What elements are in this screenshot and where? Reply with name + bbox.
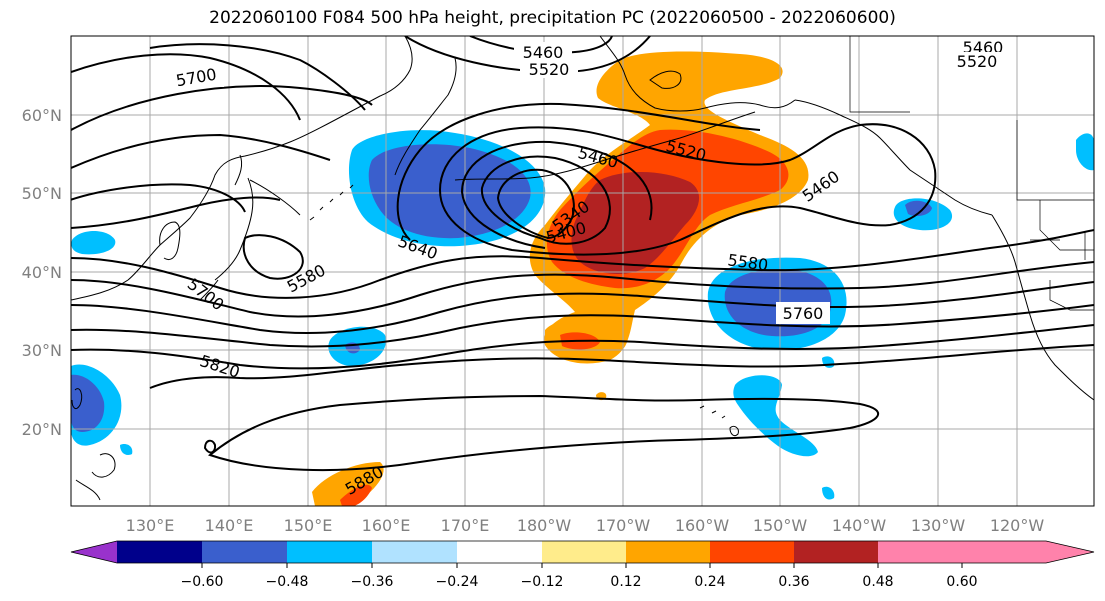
colorbar-tick-label: 0.48 <box>862 574 893 590</box>
lat-label-40n: 40°N <box>22 263 62 282</box>
lon-label: 130°E <box>126 516 175 535</box>
lon-label: 130°W <box>911 516 966 535</box>
lat-label-50n: 50°N <box>22 184 62 203</box>
lon-label: 180°W <box>517 516 572 535</box>
lon-label: 150°E <box>284 516 333 535</box>
contour-label: 5460 <box>523 43 564 62</box>
height-contours <box>71 36 1094 472</box>
colorbar-segment <box>794 541 878 563</box>
colorbar-segment <box>202 541 287 563</box>
lon-label: 150°W <box>753 516 808 535</box>
colorbar-segment <box>117 541 202 563</box>
lon-label: 170°E <box>441 516 490 535</box>
colorbar-segment <box>287 541 372 563</box>
latitude-labels: 60°N 50°N 40°N 30°N 20°N <box>22 106 62 439</box>
lon-label: 140°E <box>205 516 254 535</box>
colorbar-segment <box>457 541 542 563</box>
colorbar: −0.60 −0.48 −0.36 −0.24 −0.12 0.12 0.24 … <box>70 540 1095 590</box>
map-title: 2022060100 F084 500 hPa height, precipit… <box>209 8 896 28</box>
lat-label-30n: 30°N <box>22 341 62 360</box>
positive-precip-anomalies <box>312 51 809 506</box>
coastlines <box>71 36 1094 501</box>
colorbar-segment <box>372 541 457 563</box>
colorbar-segment <box>878 541 962 563</box>
colorbar-tick-label: −0.48 <box>266 574 309 590</box>
plot-frame <box>70 35 1095 507</box>
colorbar-tick-label: 0.36 <box>778 574 809 590</box>
colorbar-tick-label: −0.36 <box>351 574 394 590</box>
contour-label: 5760 <box>783 304 824 323</box>
lon-label: 120°W <box>990 516 1045 535</box>
colorbar-tick-label: 0.12 <box>610 574 641 590</box>
lon-label: 170°W <box>596 516 651 535</box>
colorbar-tick-label: −0.24 <box>436 574 479 590</box>
graticule <box>71 36 1094 506</box>
colorbar-segment <box>542 541 626 563</box>
colorbar-tick-label: −0.60 <box>181 574 224 590</box>
colorbar-underflow-triangle <box>71 541 117 563</box>
lon-label: 160°E <box>362 516 411 535</box>
lat-label-20n: 20°N <box>22 420 62 439</box>
contour-label: 5520 <box>529 60 570 79</box>
colorbar-segment <box>626 541 710 563</box>
colorbar-tick-label: 0.60 <box>946 574 977 590</box>
colorbar-tick-label: −0.12 <box>521 574 564 590</box>
contour-label: 5520 <box>957 52 998 71</box>
lat-label-60n: 60°N <box>22 106 62 125</box>
lon-label: 160°W <box>675 516 730 535</box>
colorbar-tick-label: 0.24 <box>694 574 725 590</box>
longitude-labels: 130°E 140°E 150°E 160°E 170°E 180°W 170°… <box>126 516 1045 535</box>
lon-label: 140°W <box>832 516 887 535</box>
colorbar-segment <box>710 541 794 563</box>
